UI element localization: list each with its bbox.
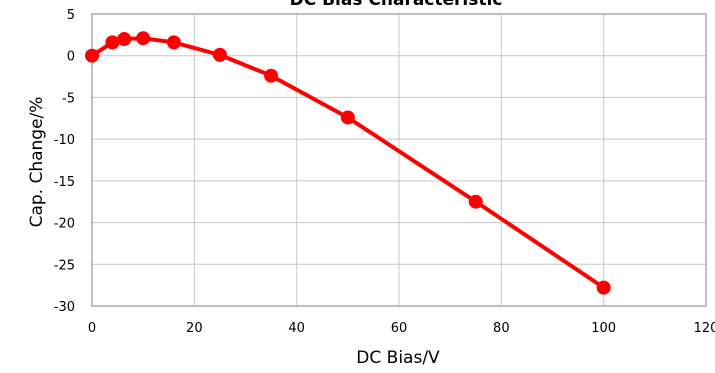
y-tick-label: -15 <box>54 175 75 190</box>
data-point <box>340 110 355 125</box>
x-tick-label: 100 <box>591 321 616 336</box>
chart-title: DC Bias Characteristic <box>290 0 503 10</box>
y-tick-label: -25 <box>54 258 75 273</box>
y-tick-label: -5 <box>62 91 75 106</box>
data-points <box>85 31 611 295</box>
data-point <box>117 32 132 47</box>
plot-area-frame <box>91 13 707 307</box>
y-tick-label: 0 <box>67 50 75 65</box>
y-tick-label: -20 <box>54 217 75 232</box>
data-point <box>136 31 151 46</box>
x-tick-label: 60 <box>391 321 408 336</box>
data-point <box>212 47 227 62</box>
x-tick-label: 0 <box>88 321 96 336</box>
x-tick-label: 120 <box>694 321 715 336</box>
data-point <box>166 35 181 50</box>
grid <box>91 13 707 307</box>
y-axis-ticks: 5 0 -5 -10 -15 -20 -25 -30 <box>54 8 75 315</box>
y-axis-title: Cap. Change/% <box>27 97 47 228</box>
y-tick-label: 5 <box>67 8 75 23</box>
x-tick-label: 20 <box>186 321 203 336</box>
x-axis-ticks: 0 20 40 60 80 100 120 <box>88 321 715 336</box>
data-point <box>468 194 483 209</box>
x-axis-title: DC Bias/V <box>356 348 440 368</box>
series-line <box>90 36 606 290</box>
x-tick-label: 80 <box>493 321 510 336</box>
data-point <box>596 280 611 295</box>
data-point <box>85 48 99 63</box>
y-tick-label: -10 <box>54 133 75 148</box>
data-point <box>264 68 279 83</box>
x-tick-label: 40 <box>288 321 305 336</box>
y-tick-label: -30 <box>54 300 75 315</box>
data-point <box>105 35 120 50</box>
